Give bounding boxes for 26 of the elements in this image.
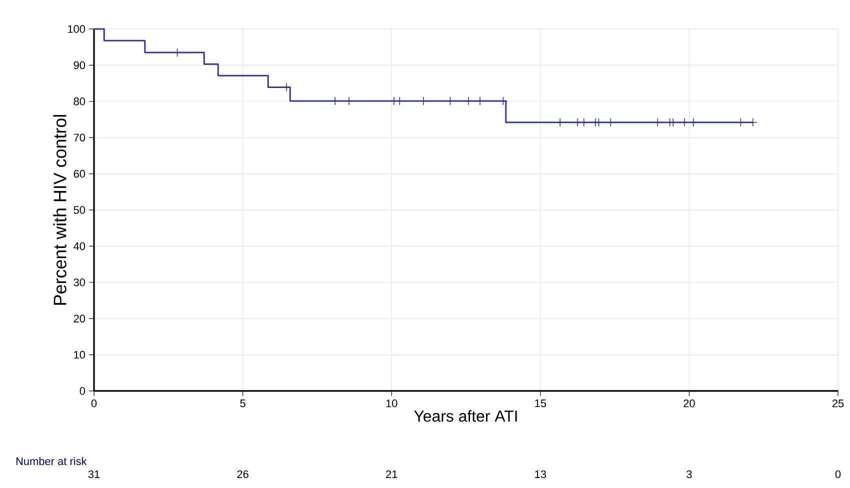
- text: 31: [88, 470, 100, 478]
- x-tick-label: 25: [832, 400, 844, 408]
- text: 21: [386, 470, 398, 478]
- y-tick-label: 0: [80, 387, 86, 395]
- text: 26: [237, 470, 248, 478]
- text: 13: [535, 470, 546, 478]
- text: 0: [835, 470, 841, 478]
- y-tick-label: 30: [74, 278, 86, 286]
- y-tick-label: 90: [74, 61, 86, 70]
- x-tick-label: 0: [91, 400, 97, 408]
- y-tick-label: 10: [74, 350, 86, 359]
- y-tick-label: 100: [68, 25, 86, 33]
- y-tick-label: 60: [74, 170, 86, 178]
- y-tick-label: 50: [74, 206, 86, 214]
- text: Number at risk: [16, 457, 87, 466]
- text: 3: [686, 470, 692, 478]
- x-tick-label: 20: [684, 400, 695, 408]
- y-tick-label: 80: [74, 98, 86, 106]
- x-tick-label: 15: [535, 400, 546, 408]
- x-tick-label: 10: [386, 400, 398, 408]
- x-tick-label: 5: [240, 400, 246, 408]
- y-tick-label: 20: [74, 314, 86, 322]
- y-tick-label: 70: [74, 134, 86, 142]
- x-axis-title: Years after ATI: [414, 410, 517, 422]
- y-tick-label: 40: [74, 242, 86, 250]
- y-axis-title: Percent with HIV control: [53, 115, 66, 305]
